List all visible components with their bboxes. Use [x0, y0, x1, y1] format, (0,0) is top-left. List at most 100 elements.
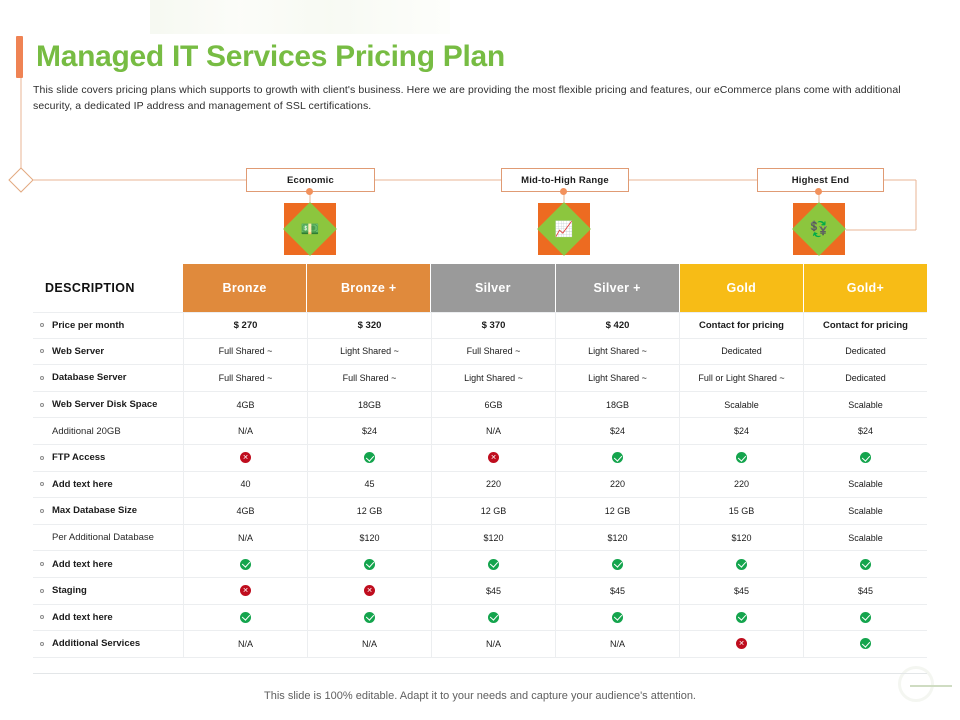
table-cell: Contact for pricing: [803, 313, 927, 338]
check-circle-icon: [240, 558, 251, 570]
row-label: Add text here: [52, 478, 113, 490]
table-cell: $ 370: [431, 313, 555, 338]
table-row: Web Server Full Shared ~ Light Shared ~ Ful…: [33, 338, 927, 366]
table-cell: [679, 631, 803, 657]
check-circle-icon: [736, 558, 747, 570]
stage-dot-economic: [306, 188, 313, 195]
row-label-cell: Additional 20GB: [33, 426, 183, 437]
table-cell: Scalable: [679, 391, 803, 418]
row-label: Staging: [52, 585, 87, 597]
table-cell: $120: [307, 524, 431, 551]
table-row: Per Additional Database N/A $120 $120 $120 $1…: [33, 524, 927, 552]
bullet-icon: [40, 349, 44, 354]
table-cell: 45: [307, 471, 431, 498]
watermark-line: [910, 685, 952, 687]
row-label-cell: Web Server Disk Space: [33, 399, 183, 410]
pricing-table: DESCRIPTION Bronze Bronze + Silver Silver +…: [33, 264, 928, 658]
table-cell: Light Shared ~: [555, 338, 679, 365]
row-label: Additional Services: [52, 638, 141, 650]
stage-icon-tile-mid-to-high-range: 📈: [537, 202, 591, 256]
column-header-description: DESCRIPTION: [45, 281, 135, 295]
table-cell: [555, 551, 679, 577]
growth-chart-glyph: 📈: [554, 220, 574, 238]
row-label-cell: Add text here: [33, 612, 183, 623]
title-accent-bar: [16, 36, 23, 78]
table-cell: [183, 444, 307, 471]
table-cell: Scalable: [803, 471, 927, 498]
cross-circle-icon: [240, 585, 251, 597]
table-cell: $45: [803, 577, 927, 604]
bullet-icon: [40, 588, 44, 593]
table-cell: 12 GB: [307, 498, 431, 524]
check-circle-icon: [364, 452, 375, 464]
row-label: Per Additional Database: [52, 532, 154, 544]
bullet-icon: [40, 402, 44, 407]
money-note-icon: 💵: [283, 202, 337, 256]
table-row: Add text here: [33, 551, 927, 578]
row-label-cell: Price per month: [33, 320, 183, 331]
row-label-cell: Staging: [33, 585, 183, 596]
table-cell: [307, 551, 431, 577]
table-cell: [555, 444, 679, 471]
column-header-gold[interactable]: Gold+: [803, 264, 928, 312]
check-circle-icon: [736, 452, 747, 464]
table-cell: [679, 551, 803, 577]
check-circle-icon: [860, 558, 871, 570]
table-cell: Contact for pricing: [679, 313, 803, 338]
table-cell: [183, 551, 307, 577]
table-row: FTP Access: [33, 444, 927, 472]
check-circle-icon: [612, 558, 623, 570]
table-cell: $24: [307, 418, 431, 444]
bullet-icon: [40, 323, 44, 328]
table-cell: Dedicated: [803, 365, 927, 391]
money-exchange-glyph: 💱: [809, 220, 829, 238]
table-cell: $24: [555, 418, 679, 444]
table-cell: [431, 604, 555, 631]
column-header-gold[interactable]: Gold: [679, 264, 804, 312]
row-label-cell: Max Database Size: [33, 505, 183, 516]
table-cell: 40: [183, 471, 307, 498]
row-label-cell: Add text here: [33, 559, 183, 570]
table-row: Max Database Size 4GB 12 GB 12 GB 12 GB 15 GB…: [33, 498, 927, 525]
table-cell: N/A: [307, 631, 431, 657]
bullet-icon: [40, 641, 44, 646]
table-row: Additional Services N/A N/A N/A N/A: [33, 631, 927, 658]
table-cell: 18GB: [555, 391, 679, 418]
bullet-icon: [40, 508, 44, 513]
table-cell: Full Shared ~: [431, 338, 555, 365]
table-cell: Dedicated: [803, 338, 927, 365]
column-header-bronze[interactable]: Bronze: [183, 264, 308, 312]
table-cell: $24: [803, 418, 927, 444]
watermark-circle-icon: [898, 666, 934, 702]
table-cell: $120: [555, 524, 679, 551]
table-row: Web Server Disk Space 4GB 18GB 6GB 18GB Scala…: [33, 391, 927, 419]
stage-dot-mid-to-high-range: [560, 188, 567, 195]
table-cell: $ 270: [183, 313, 307, 338]
table-cell: $24: [679, 418, 803, 444]
table-cell: $45: [679, 577, 803, 604]
table-cell: 15 GB: [679, 498, 803, 524]
cross-circle-icon: [488, 452, 499, 464]
check-circle-icon: [240, 611, 251, 623]
column-header-silver[interactable]: Silver +: [555, 264, 680, 312]
bullet-icon: [40, 375, 44, 380]
table-cell: N/A: [431, 418, 555, 444]
table-cell: [307, 604, 431, 631]
check-circle-icon: [612, 611, 623, 623]
table-row: Database Server Full Shared ~ Full Shared …: [33, 365, 927, 392]
table-cell: [803, 444, 927, 471]
bullet-icon: [40, 615, 44, 620]
row-label: Web Server Disk Space: [52, 399, 158, 411]
table-cell: Light Shared ~: [307, 338, 431, 365]
column-header-silver[interactable]: Silver: [431, 264, 556, 312]
table-cell: [679, 444, 803, 471]
table-row: Additional 20GB N/A $24 N/A $24 $24 $24: [33, 418, 927, 445]
row-label: FTP Access: [52, 452, 106, 464]
row-label: Add text here: [52, 611, 113, 623]
table-cell: N/A: [183, 631, 307, 657]
table-cell: [803, 631, 927, 657]
check-circle-icon: [612, 452, 623, 464]
table-cell: Light Shared ~: [555, 365, 679, 391]
table-cell: [679, 604, 803, 631]
column-header-bronze[interactable]: Bronze +: [307, 264, 432, 312]
